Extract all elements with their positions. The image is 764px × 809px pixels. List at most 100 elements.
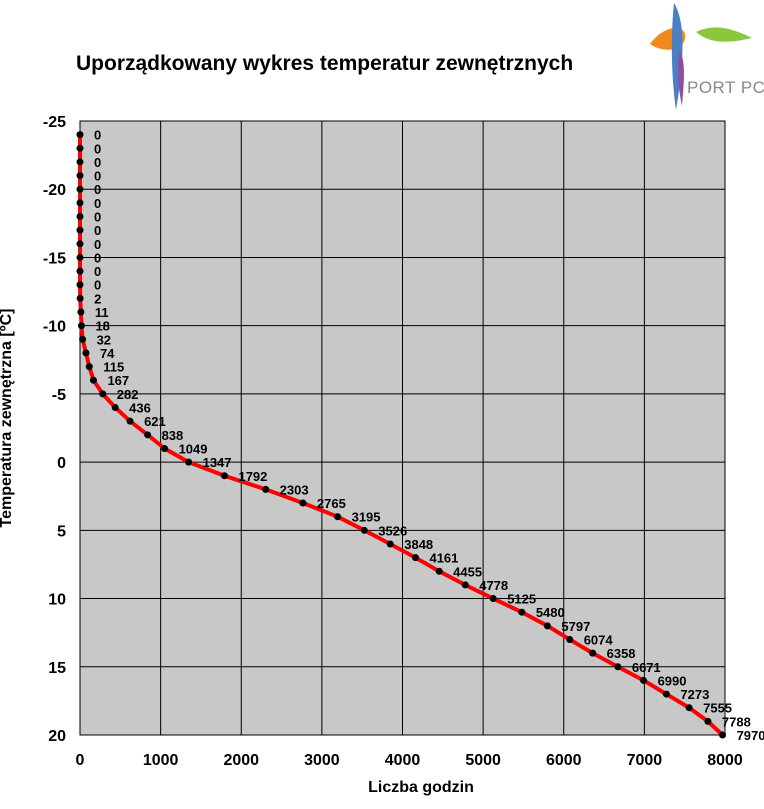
data-point bbox=[89, 376, 97, 384]
y-axis-ticks: -25 -20 -15 -10 -5 0 5 10 15 20 bbox=[43, 114, 66, 745]
x-tick-label: 8000 bbox=[707, 752, 743, 769]
data-point bbox=[461, 581, 469, 589]
x-tick-label: 0 bbox=[76, 752, 85, 769]
data-point bbox=[76, 144, 84, 152]
data-point bbox=[76, 294, 84, 302]
data-point bbox=[76, 240, 84, 248]
plot-border bbox=[79, 120, 726, 736]
y-tick-label: -15 bbox=[43, 250, 66, 267]
data-label: 5125 bbox=[507, 592, 536, 607]
data-point bbox=[489, 595, 497, 603]
data-point bbox=[76, 213, 84, 221]
data-point bbox=[76, 253, 84, 261]
data-label: 0 bbox=[94, 223, 101, 238]
data-label: 0 bbox=[94, 250, 101, 265]
data-label: 0 bbox=[94, 210, 101, 225]
data-label: 5797 bbox=[561, 619, 590, 634]
data-point bbox=[543, 622, 551, 630]
x-axis-label: Liczba godzin bbox=[368, 779, 474, 796]
data-label: 2765 bbox=[317, 496, 346, 511]
port-pc-logo: PORT PC bbox=[646, 2, 764, 112]
data-point bbox=[77, 322, 85, 330]
data-label: 6358 bbox=[607, 646, 636, 661]
data-point bbox=[76, 158, 84, 166]
data-labels: 0000000000002111832741151672824366218381… bbox=[94, 128, 764, 743]
data-point bbox=[662, 690, 670, 698]
data-label: 7273 bbox=[680, 687, 709, 702]
data-label: 1347 bbox=[203, 455, 232, 470]
data-point bbox=[76, 199, 84, 207]
y-tick-label: 20 bbox=[48, 728, 66, 745]
x-tick-label: 1000 bbox=[143, 752, 179, 769]
data-point bbox=[386, 540, 394, 548]
data-label: 0 bbox=[94, 169, 101, 184]
data-label: 32 bbox=[97, 332, 111, 347]
y-tick-label: 5 bbox=[57, 523, 66, 540]
data-label: 5480 bbox=[536, 605, 565, 620]
data-label: 18 bbox=[95, 319, 109, 334]
x-tick-label: 2000 bbox=[223, 752, 259, 769]
x-tick-label: 5000 bbox=[465, 752, 501, 769]
y-tick-label: -20 bbox=[43, 182, 66, 199]
data-label: 74 bbox=[100, 346, 115, 361]
data-label: 6990 bbox=[658, 673, 687, 688]
data-label: 2303 bbox=[280, 482, 309, 497]
logo-mark-icon bbox=[650, 3, 752, 110]
data-label: 0 bbox=[94, 237, 101, 252]
data-point bbox=[334, 513, 342, 521]
data-point bbox=[76, 267, 84, 275]
data-label: 3848 bbox=[404, 537, 433, 552]
data-label: 11 bbox=[95, 305, 109, 320]
y-tick-label: 15 bbox=[48, 660, 66, 677]
data-point bbox=[76, 131, 84, 139]
logo-text: PORT PC bbox=[687, 78, 764, 97]
data-point bbox=[360, 526, 368, 534]
data-label: 0 bbox=[94, 264, 101, 279]
data-label: 0 bbox=[94, 141, 101, 156]
data-label: 621 bbox=[144, 414, 166, 429]
data-label: 3526 bbox=[378, 523, 407, 538]
y-tick-label: 0 bbox=[57, 455, 66, 472]
data-point bbox=[589, 649, 597, 657]
data-label: 1049 bbox=[179, 441, 208, 456]
grid-lines bbox=[79, 120, 726, 736]
data-point bbox=[85, 363, 93, 371]
x-axis-ticks: 0 1000 2000 3000 4000 5000 6000 7000 8000 bbox=[76, 752, 743, 769]
data-point bbox=[262, 485, 270, 493]
data-point bbox=[299, 499, 307, 507]
data-point bbox=[518, 608, 526, 616]
data-point bbox=[79, 335, 87, 343]
data-label: 838 bbox=[162, 428, 184, 443]
y-tick-label: -10 bbox=[43, 319, 66, 336]
data-label: 7970 bbox=[737, 728, 764, 743]
data-point bbox=[144, 431, 152, 439]
data-point bbox=[161, 444, 169, 452]
data-point bbox=[77, 308, 85, 316]
data-label: 6671 bbox=[632, 660, 661, 675]
y-tick-label: -5 bbox=[52, 387, 66, 404]
data-label: 0 bbox=[94, 196, 101, 211]
data-point bbox=[99, 390, 107, 398]
data-point bbox=[76, 226, 84, 234]
data-label: 0 bbox=[94, 182, 101, 197]
data-point bbox=[220, 472, 228, 480]
y-tick-label: 10 bbox=[48, 592, 66, 609]
data-point bbox=[704, 717, 712, 725]
data-points bbox=[76, 131, 727, 739]
data-label: 282 bbox=[117, 387, 139, 402]
data-point bbox=[435, 567, 443, 575]
data-label: 2 bbox=[94, 291, 101, 306]
data-point bbox=[640, 676, 648, 684]
data-label: 0 bbox=[94, 128, 101, 143]
data-point bbox=[411, 554, 419, 562]
data-point bbox=[76, 185, 84, 193]
data-label: 7555 bbox=[703, 701, 732, 716]
data-label: 6074 bbox=[584, 632, 614, 647]
data-point bbox=[111, 404, 119, 412]
data-point bbox=[126, 417, 134, 425]
data-label: 0 bbox=[94, 278, 101, 293]
y-axis-label: Temperatura zewnętrzna [ºC] bbox=[0, 308, 15, 528]
data-point bbox=[685, 704, 693, 712]
data-point bbox=[566, 635, 574, 643]
